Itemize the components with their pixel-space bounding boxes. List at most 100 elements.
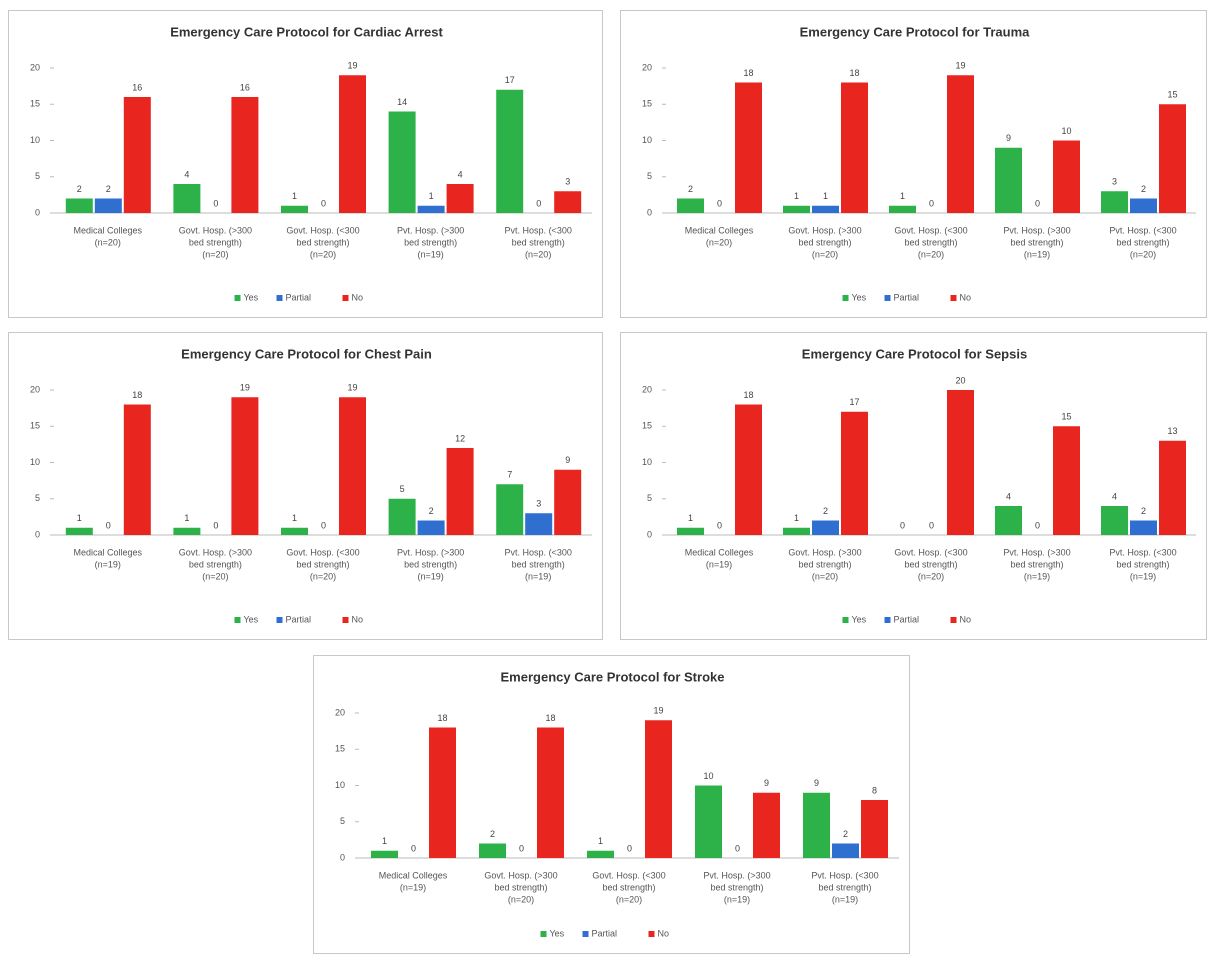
value-label: 17 — [505, 75, 515, 85]
value-label: 0 — [213, 520, 218, 530]
chart-title: Emergency Care Protocol for Sepsis — [802, 346, 1027, 361]
value-label: 1 — [688, 513, 693, 523]
bar — [94, 198, 122, 213]
y-tick-label: 15 — [335, 744, 345, 754]
x-tick-label: bed strength) — [904, 237, 957, 247]
x-tick-label: Govt. Hosp. (>300 — [484, 870, 557, 880]
bar — [735, 82, 762, 213]
legend-swatch — [540, 931, 547, 937]
legend-label: Partial — [894, 614, 920, 624]
y-tick-label: 0 — [647, 529, 652, 539]
value-label: 1 — [292, 191, 297, 201]
x-tick-label: (n=20) — [918, 249, 944, 259]
bar — [841, 411, 868, 535]
bar — [995, 147, 1022, 213]
bar — [812, 520, 839, 535]
value-label: 9 — [814, 778, 819, 788]
x-tick-label: (n=20) — [1130, 249, 1156, 259]
value-label: 2 — [77, 184, 82, 194]
bar — [173, 184, 201, 213]
bar — [841, 82, 868, 213]
value-label: 2 — [490, 829, 495, 839]
legend-label: Partial — [894, 292, 920, 302]
x-tick-label: (n=20) — [310, 571, 336, 581]
chart-title: Emergency Care Protocol for Cardiac Arre… — [170, 24, 443, 39]
y-tick-label: 20 — [30, 384, 40, 394]
legend-label: Partial — [592, 928, 618, 938]
bar — [123, 97, 151, 213]
y-tick-label: 5 — [340, 816, 345, 826]
x-tick-label: bed strength) — [404, 559, 457, 569]
x-tick-label: Medical Colleges — [685, 547, 754, 557]
value-label: 0 — [213, 198, 218, 208]
value-label: 0 — [519, 843, 524, 853]
y-tick-label: 0 — [340, 852, 345, 862]
x-tick-label: Medical Colleges — [74, 225, 143, 235]
value-label: 0 — [627, 843, 632, 853]
x-tick-label: (n=20) — [508, 894, 534, 904]
legend-swatch — [842, 617, 849, 623]
x-tick-label: Pvt. Hosp. (<300 — [505, 225, 572, 235]
chart-panel: Emergency Care Protocol for Stroke051015… — [313, 655, 910, 954]
y-tick-label: 10 — [335, 780, 345, 790]
value-label: 19 — [240, 383, 250, 393]
value-label: 5 — [400, 484, 405, 494]
x-tick-label: bed strength) — [296, 559, 349, 569]
value-label: 18 — [743, 68, 753, 78]
legend-label: No — [352, 614, 364, 624]
x-tick-label: bed strength) — [296, 237, 349, 247]
x-tick-label: (n=19) — [525, 571, 551, 581]
value-label: 1 — [429, 191, 434, 201]
value-label: 3 — [536, 499, 541, 509]
legend-swatch — [648, 931, 655, 937]
value-label: 2 — [823, 506, 828, 516]
chart-title: Emergency Care Protocol for Trauma — [800, 24, 1031, 39]
x-tick-label: Govt. Hosp. (>300 — [179, 225, 252, 235]
value-label: 9 — [565, 455, 570, 465]
bar — [889, 205, 916, 213]
x-tick-label: Medical Colleges — [685, 225, 754, 235]
x-tick-label: bed strength) — [512, 237, 565, 247]
value-label: 4 — [458, 169, 463, 179]
bar — [861, 800, 888, 858]
bar — [371, 850, 398, 858]
x-tick-label: bed strength) — [494, 882, 547, 892]
x-tick-label: (n=20) — [95, 237, 121, 247]
value-label: 10 — [1061, 126, 1071, 136]
bar — [479, 843, 506, 858]
x-tick-label: Govt. Hosp. (<300 — [894, 225, 967, 235]
value-label: 10 — [703, 771, 713, 781]
value-label: 1 — [598, 836, 603, 846]
x-tick-label: bed strength) — [404, 237, 457, 247]
value-label: 1 — [823, 191, 828, 201]
y-tick-label: 20 — [642, 384, 652, 394]
x-tick-label: (n=19) — [1024, 571, 1050, 581]
value-label: 14 — [397, 97, 407, 107]
value-label: 3 — [1112, 177, 1117, 187]
chart-title: Emergency Care Protocol for Chest Pain — [181, 346, 432, 361]
bar — [1053, 426, 1080, 535]
value-label: 2 — [688, 184, 693, 194]
y-tick-label: 10 — [642, 457, 652, 467]
chart-panel: Emergency Care Protocol for Sepsis051015… — [620, 332, 1207, 640]
legend-swatch — [950, 295, 957, 301]
x-tick-label: bed strength) — [1010, 559, 1063, 569]
value-label: 18 — [545, 713, 555, 723]
x-tick-label: Pvt. Hosp. (>300 — [397, 547, 464, 557]
bar — [123, 404, 151, 535]
x-tick-label: Pvt. Hosp. (<300 — [505, 547, 572, 557]
x-tick-label: (n=20) — [310, 249, 336, 259]
legend-swatch — [884, 295, 891, 301]
value-label: 2 — [1141, 184, 1146, 194]
bar — [525, 513, 553, 535]
value-label: 16 — [132, 82, 142, 92]
value-label: 0 — [735, 843, 740, 853]
x-tick-label: bed strength) — [1116, 559, 1169, 569]
bar — [65, 527, 93, 535]
value-label: 2 — [106, 184, 111, 194]
value-label: 4 — [1006, 491, 1011, 501]
x-tick-label: Pvt. Hosp. (>300 — [703, 870, 770, 880]
x-tick-label: Pvt. Hosp. (>300 — [1003, 547, 1070, 557]
bar — [417, 520, 445, 535]
